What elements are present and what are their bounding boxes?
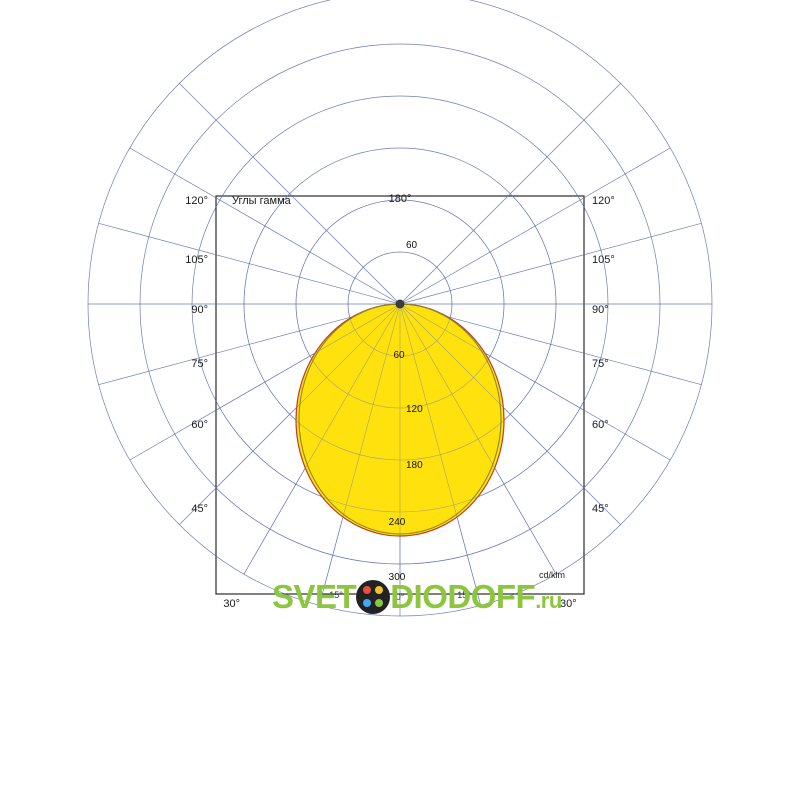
gamma-angles-caption: Углы гамма: [232, 195, 292, 207]
angle-label-right-30: 30°: [560, 598, 577, 610]
radial-tick-5: 300: [389, 572, 406, 583]
angle-label-bottom-0: 0°: [396, 592, 405, 602]
angle-label-left-60: 60°: [191, 419, 208, 431]
angle-label-right-90: 90°: [592, 304, 609, 316]
angle-label-right-105: 105°: [592, 254, 615, 266]
angle-label-left-90: 90°: [191, 304, 208, 316]
angle-label-top: 180°: [389, 193, 412, 205]
angle-label-left-30: 30°: [223, 598, 240, 610]
watermark-text-after: DIODOFF: [390, 578, 536, 615]
angle-label-left-45: 45°: [191, 503, 208, 515]
watermark-suffix: .ru: [535, 588, 562, 613]
watermark-logo-icon: [356, 580, 391, 614]
angle-label-left-105: 105°: [185, 254, 208, 266]
radial-tick-4: 240: [389, 517, 406, 528]
pole-marker: [395, 299, 405, 309]
angle-label-right-45: 45°: [592, 503, 609, 515]
radial-tick-0: 60: [406, 240, 418, 251]
angle-label-right-60: 60°: [592, 419, 609, 431]
angle-label-right-120: 120°: [592, 195, 615, 207]
angle-label-bottom-15-left: 15°: [329, 590, 343, 600]
unit-label: cd/klm: [539, 570, 565, 580]
watermark: SVET DIODOFF.ru: [272, 578, 562, 616]
angle-label-left-75: 75°: [191, 358, 208, 370]
watermark-text-before: SVET: [272, 578, 357, 615]
angle-label-bottom-15-right: 15°: [457, 590, 471, 600]
radial-tick-3: 180: [406, 460, 423, 471]
distribution-plot: [216, 196, 584, 594]
radial-tick-1: 60: [393, 350, 405, 361]
angle-label-right-75: 75°: [592, 358, 609, 370]
angle-label-left-120: 120°: [185, 195, 208, 207]
radial-tick-2: 120: [406, 404, 423, 415]
